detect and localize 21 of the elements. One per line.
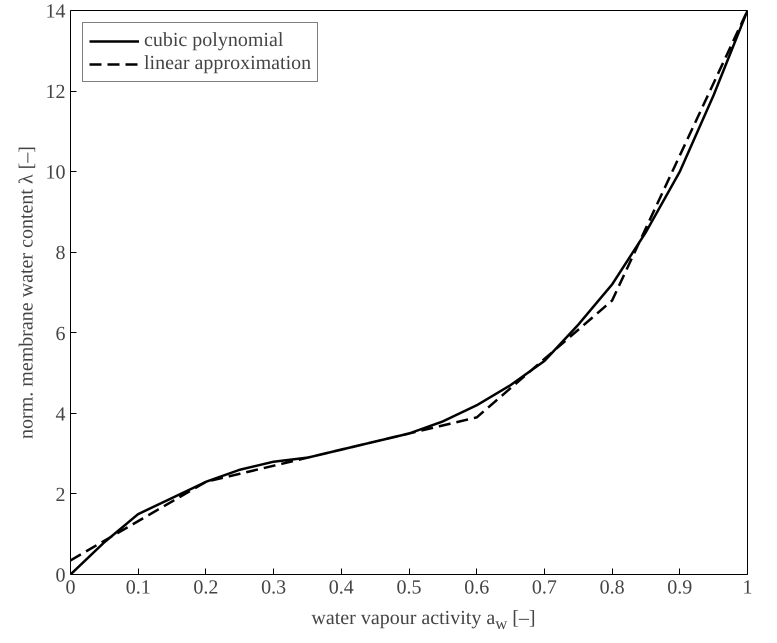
y-tick-label: 12 xyxy=(46,81,66,104)
x-tick-label: 0.5 xyxy=(396,576,422,598)
legend-label: linear approximation xyxy=(144,52,312,75)
x-tick-label: 0.2 xyxy=(193,576,218,598)
x-tick-label: 0.8 xyxy=(600,576,625,598)
x-tick-label: 0.3 xyxy=(261,576,286,598)
x-tick-label: 1 xyxy=(742,576,752,598)
y-tick-label: 6 xyxy=(56,322,66,345)
y-tick-label: 14 xyxy=(46,0,66,22)
x-tick-label: 0.1 xyxy=(126,576,151,598)
y-tick-label: 8 xyxy=(56,242,66,264)
legend-label: cubic polynomial xyxy=(144,29,284,52)
x-tick-label: 0.6 xyxy=(464,576,490,598)
x-tick-label: 0.7 xyxy=(532,576,557,598)
y-axis-title: norm. membrane water content λ [–] xyxy=(16,146,38,439)
x-tick-label: 0.4 xyxy=(328,576,354,598)
y-tick-label: 2 xyxy=(56,484,66,506)
x-tick-label: 0.9 xyxy=(667,576,692,598)
y-tick-label: 10 xyxy=(46,162,66,184)
y-tick-label: 4 xyxy=(56,403,66,426)
x-axis-title: water vapour activity a$_{w}$ [–] xyxy=(311,606,536,635)
